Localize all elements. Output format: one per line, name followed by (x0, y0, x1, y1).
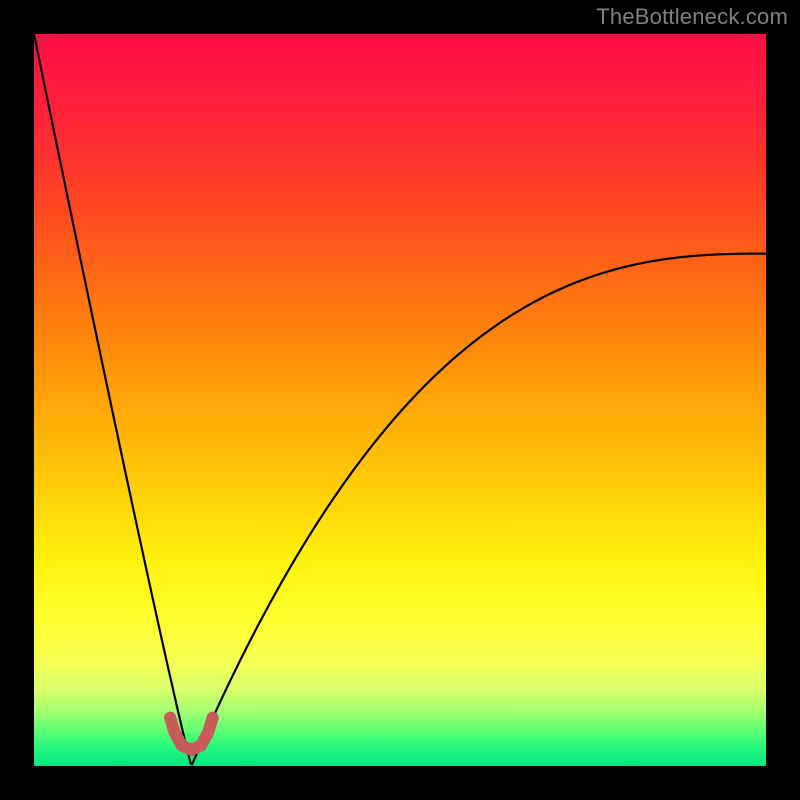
plot-svg (34, 34, 766, 766)
plot-area (34, 34, 766, 766)
watermark-text: TheBottleneck.com (596, 4, 788, 30)
chart-canvas: TheBottleneck.com (0, 0, 800, 800)
valley-marker (169, 726, 181, 738)
valley-marker (164, 712, 176, 724)
valley-marker (207, 712, 219, 724)
valley-marker (202, 726, 214, 738)
gradient-background (34, 34, 766, 766)
valley-marker (195, 740, 207, 752)
